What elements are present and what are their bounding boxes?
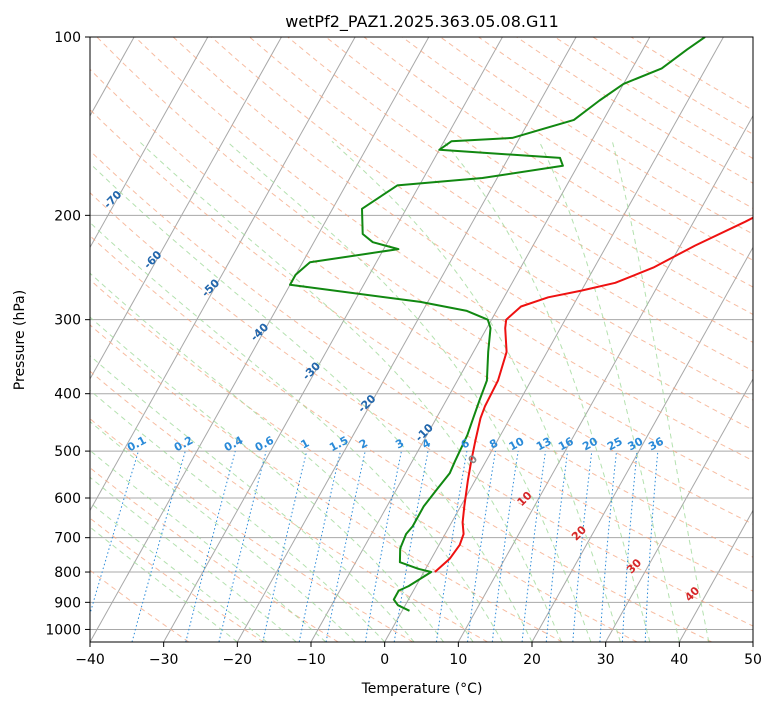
- isotherm-line: [90, 37, 209, 249]
- dry-adiabat-line: [90, 150, 753, 592]
- mixing-ratio-label: 36: [646, 435, 666, 454]
- y-tick-label: 700: [54, 531, 81, 547]
- dry-adiabats: [90, 37, 753, 642]
- x-axis: −40 −30 −20 −10 0 10 20 30 40 50: [75, 642, 762, 668]
- isotherm-line: [0, 37, 60, 642]
- x-axis-label: Temperature (°C): [361, 681, 483, 697]
- y-axis: 1000 900 800 700 600 500 400 300 200 100: [45, 30, 90, 638]
- isotherm-line: [90, 37, 282, 380]
- x-tick-label: −10: [296, 652, 326, 668]
- isotherm-line: [90, 37, 430, 642]
- mixing-ratio-line: [185, 450, 236, 642]
- dry-adiabat-line: [90, 517, 264, 642]
- isotherm-line: [163, 37, 503, 642]
- mixing-ratio-line: [131, 450, 186, 642]
- dry-adiabat-line: [287, 37, 753, 343]
- isotherm-line: [90, 37, 356, 512]
- mixing-ratio-line: [599, 451, 617, 642]
- mixing-ratio-line: [262, 450, 308, 642]
- plot-background: [90, 37, 753, 642]
- x-tick-label: −20: [223, 652, 253, 668]
- isotherm-lines: [0, 37, 753, 642]
- x-tick-label: 50: [744, 652, 762, 668]
- moist-adiabat-line: [443, 140, 651, 642]
- mixing-ratio-line: [467, 451, 496, 642]
- plot-frame: [89, 36, 754, 643]
- y-tick-label: 800: [54, 565, 81, 581]
- moist-adiabats: [90, 140, 710, 642]
- isotherm-line: [457, 114, 753, 642]
- x-tick-label: 40: [670, 652, 688, 668]
- isotherm-label: -90: [2, 102, 25, 125]
- isotherm-line: [531, 246, 753, 642]
- mixing-ratio-line: [298, 450, 341, 642]
- moist-adiabat-line: [538, 141, 680, 642]
- dry-adiabat-line: [90, 467, 339, 642]
- mixing-ratio-line: [491, 451, 519, 642]
- plot-area: -100-90-80-70-60-50-40-30-20-10 0.10.20.…: [0, 37, 753, 642]
- isotherm-line: [236, 37, 577, 642]
- x-tick-label: −30: [149, 652, 179, 668]
- moist-adiabat-line: [90, 449, 327, 642]
- isotherm-line: [752, 640, 753, 642]
- dry-adiabat-line: [90, 370, 488, 642]
- isotherm-line: [678, 509, 753, 642]
- y-tick-label: 100: [54, 30, 81, 46]
- mixing-ratio-line: [435, 451, 468, 642]
- moist-adiabat-line: [90, 355, 415, 642]
- y-tick-label: 400: [54, 387, 81, 403]
- dry-adiabat-line: [134, 37, 753, 462]
- x-tick-label: 20: [523, 652, 541, 668]
- y-tick-label: 300: [54, 313, 81, 329]
- dry-adiabat-line: [90, 192, 753, 627]
- isotherm-line: [605, 377, 753, 642]
- mixing-ratio-line: [572, 451, 593, 642]
- dry-adiabat-line: [90, 68, 753, 525]
- mixing-ratio-label: 10: [507, 435, 527, 454]
- mixing-ratio-label: 20: [580, 435, 600, 454]
- moist-adiabat-line: [90, 316, 444, 642]
- mixing-ratio-label: 30: [626, 435, 646, 454]
- x-tick-label: 0: [380, 652, 389, 668]
- x-tick-label: 10: [449, 652, 467, 668]
- isotherm-label: -80: [48, 151, 71, 174]
- mixing-ratio-label: 16: [556, 435, 576, 454]
- mixing-ratio-line: [90, 450, 139, 616]
- temperature-profile-line: [434, 216, 753, 573]
- moist-adiabat-line: [611, 141, 710, 642]
- dry-adiabat-line: [90, 235, 712, 642]
- moist-adiabat-line: [90, 526, 238, 642]
- mixing-ratio-label: 25: [605, 435, 625, 454]
- mixing-ratio-line: [218, 450, 267, 642]
- y-tick-label: 200: [54, 208, 81, 224]
- y-tick-label: 500: [54, 444, 81, 460]
- y-axis-label: Pressure (hPa): [12, 290, 28, 390]
- dry-adiabat-line: [211, 37, 753, 401]
- moist-adiabat-line: [90, 272, 474, 642]
- moist-adiabat-line: [226, 140, 592, 642]
- dewpoint-profile-line: [289, 37, 706, 612]
- dry-adiabat-line: [90, 418, 414, 642]
- dry-adiabat-line: [90, 279, 638, 642]
- y-tick-label: 1000: [45, 622, 81, 638]
- mixing-ratio-line: [521, 451, 546, 642]
- mixing-ratio-label: 13: [534, 435, 554, 454]
- isotherm-line: [384, 37, 724, 642]
- x-tick-label: −40: [75, 652, 105, 668]
- moist-adiabat-line: [90, 502, 268, 642]
- dry-adiabat-line: [90, 569, 190, 642]
- moist-adiabat-line: [90, 420, 356, 642]
- mixing-ratio-line: [545, 451, 569, 642]
- x-tick-label: 30: [597, 652, 615, 668]
- sounding-profiles: [289, 37, 753, 612]
- y-tick-label: 900: [54, 595, 81, 611]
- dry-adiabat-line: [363, 37, 753, 288]
- dry-adiabat-line: [96, 37, 753, 493]
- chart-title: wetPf2_PAZ1.2025.363.05.08.G11: [285, 12, 559, 32]
- mixing-ratio-lines: [90, 450, 659, 642]
- moist-adiabat-line: [90, 221, 503, 642]
- y-tick-label: 600: [54, 491, 81, 507]
